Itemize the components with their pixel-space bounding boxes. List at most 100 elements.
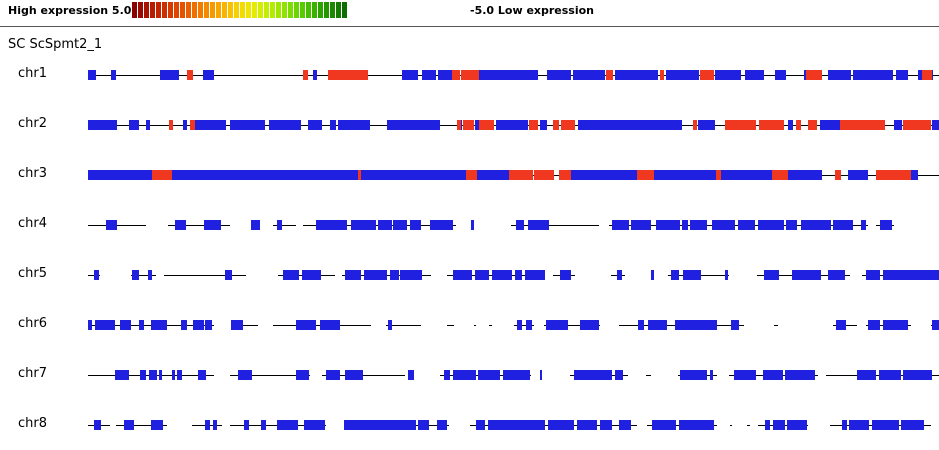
low-expression-block: [652, 420, 676, 430]
high-expression-block: [808, 120, 817, 130]
low-expression-block: [213, 420, 217, 430]
low-expression-block: [577, 420, 597, 430]
low-expression-block: [304, 420, 325, 430]
low-expression-block: [578, 120, 682, 130]
low-expression-block: [261, 420, 266, 430]
high-expression-block: [660, 70, 664, 80]
low-expression-block: [764, 270, 779, 280]
low-expression-block: [361, 170, 466, 180]
low-expression-block: [738, 220, 755, 230]
low-expression-block: [836, 320, 846, 330]
high-expression-block: [466, 170, 477, 180]
high-expression-block: [700, 70, 714, 80]
low-expression-block: [139, 320, 144, 330]
legend-swatch: [312, 2, 317, 18]
low-expression-block: [631, 220, 651, 230]
low-expression-block: [430, 220, 453, 230]
low-expression-block: [183, 120, 187, 130]
low-expression-block: [617, 270, 622, 280]
low-expression-block: [828, 70, 851, 80]
low-expression-block: [901, 420, 924, 430]
low-expression-block: [388, 320, 392, 330]
expression-legend: High expression 5.0 -5.0 Low expression: [0, 0, 939, 27]
high-expression-block: [725, 120, 756, 130]
legend-swatch: [306, 2, 311, 18]
low-expression-block: [903, 370, 932, 380]
low-expression-block: [400, 270, 422, 280]
low-expression-block: [94, 420, 101, 430]
low-expression-block: [205, 420, 210, 430]
legend-swatch: [324, 2, 329, 18]
legend-high-label: High expression 5.0: [8, 4, 132, 17]
low-expression-block: [151, 420, 163, 430]
low-expression-block: [177, 370, 182, 380]
low-expression-block: [612, 220, 629, 230]
low-expression-block: [547, 70, 571, 80]
low-expression-block: [786, 220, 797, 230]
low-expression-block: [690, 220, 707, 230]
low-expression-block: [148, 270, 152, 280]
low-expression-block: [715, 70, 741, 80]
low-expression-block: [560, 270, 571, 280]
low-expression-block: [326, 370, 340, 380]
legend-swatch: [168, 2, 173, 18]
low-expression-block: [792, 270, 821, 280]
low-expression-block: [345, 370, 363, 380]
low-expression-block: [159, 370, 162, 380]
low-expression-block: [198, 370, 206, 380]
low-expression-block: [115, 370, 129, 380]
high-expression-block: [152, 170, 172, 180]
low-expression-block: [546, 320, 568, 330]
high-expression-block: [772, 170, 788, 180]
legend-swatch: [246, 2, 251, 18]
low-expression-block: [734, 370, 756, 380]
legend-swatch: [144, 2, 149, 18]
low-expression-block: [773, 420, 785, 430]
low-expression-block: [548, 420, 574, 430]
low-expression-block: [573, 70, 605, 80]
low-expression-block: [175, 220, 186, 230]
high-expression-block: [561, 120, 575, 130]
legend-swatch: [252, 2, 257, 18]
low-expression-block: [683, 270, 701, 280]
low-expression-block: [833, 220, 853, 230]
high-expression-block: [840, 120, 885, 130]
legend-swatch: [204, 2, 209, 18]
legend-swatch: [216, 2, 221, 18]
low-expression-block: [682, 220, 688, 230]
low-expression-block: [251, 220, 260, 230]
low-expression-block: [763, 370, 783, 380]
legend-swatch: [132, 2, 137, 18]
low-expression-block: [316, 220, 347, 230]
low-expression-block: [308, 120, 322, 130]
low-expression-block: [151, 320, 167, 330]
low-expression-block: [124, 420, 134, 430]
legend-swatch: [294, 2, 299, 18]
low-expression-block: [516, 220, 524, 230]
low-expression-block: [872, 420, 899, 430]
low-expression-block: [88, 170, 152, 180]
low-expression-block: [656, 220, 680, 230]
low-expression-block: [580, 320, 599, 330]
high-expression-block: [903, 120, 931, 130]
low-expression-block: [712, 220, 735, 230]
low-expression-block: [540, 370, 542, 380]
low-expression-block: [269, 120, 301, 130]
legend-swatch: [258, 2, 263, 18]
high-expression-block: [190, 120, 195, 130]
low-expression-block: [671, 270, 679, 280]
low-expression-block: [896, 70, 908, 80]
low-expression-block: [775, 70, 786, 80]
low-expression-block: [574, 370, 612, 380]
low-expression-block: [149, 370, 157, 380]
high-expression-block: [637, 170, 654, 180]
low-expression-block: [230, 120, 265, 130]
low-expression-block: [492, 270, 512, 280]
low-expression-block: [866, 270, 880, 280]
legend-swatch: [270, 2, 275, 18]
legend-swatch: [138, 2, 143, 18]
legend-swatch: [156, 2, 161, 18]
legend-swatch: [150, 2, 155, 18]
low-expression-block: [894, 120, 902, 130]
low-expression-block: [88, 70, 96, 80]
